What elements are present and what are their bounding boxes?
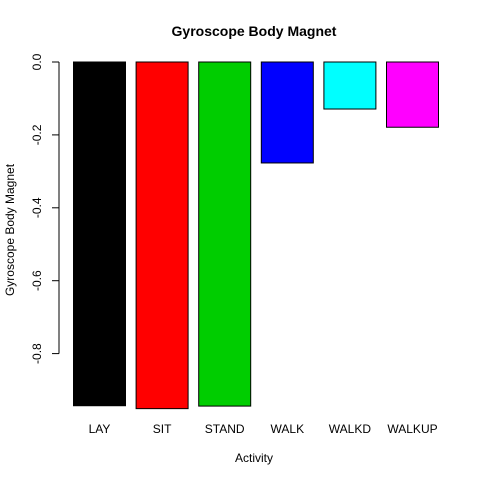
x-tick-label-sit: SIT [153,422,172,436]
bar-walk [260,61,314,164]
x-tick-labels: LAY SIT STAND WALK WALKD WALKUP [89,422,438,436]
x-axis-label: Activity [235,451,273,465]
y-tick-label: 0.0 [30,53,44,70]
chart-title: Gyroscope Body Magnet [172,23,337,39]
y-axis: 0.0 -0.2 -0.4 -0.6 -0.8 [30,53,60,364]
x-tick-label-walkd: WALKD [329,422,372,436]
x-tick-label-walk: WALK [271,422,305,436]
bar-sit [135,61,189,410]
x-tick-label-lay: LAY [89,422,111,436]
y-tick-label: -0.6 [30,270,44,291]
x-tick-label-walkup: WALKUP [387,422,437,436]
bars-group [73,61,439,410]
y-axis-label: Gyroscope Body Magnet [3,163,17,296]
bar-stand [198,61,252,407]
y-tick-label: -0.4 [30,197,44,218]
y-tick-label: -0.2 [30,124,44,145]
y-tick-label: -0.8 [30,343,44,364]
bar-walkup [386,61,439,128]
bar-walkd [323,61,377,110]
bar-lay [73,61,126,407]
x-tick-label-stand: STAND [205,422,245,436]
